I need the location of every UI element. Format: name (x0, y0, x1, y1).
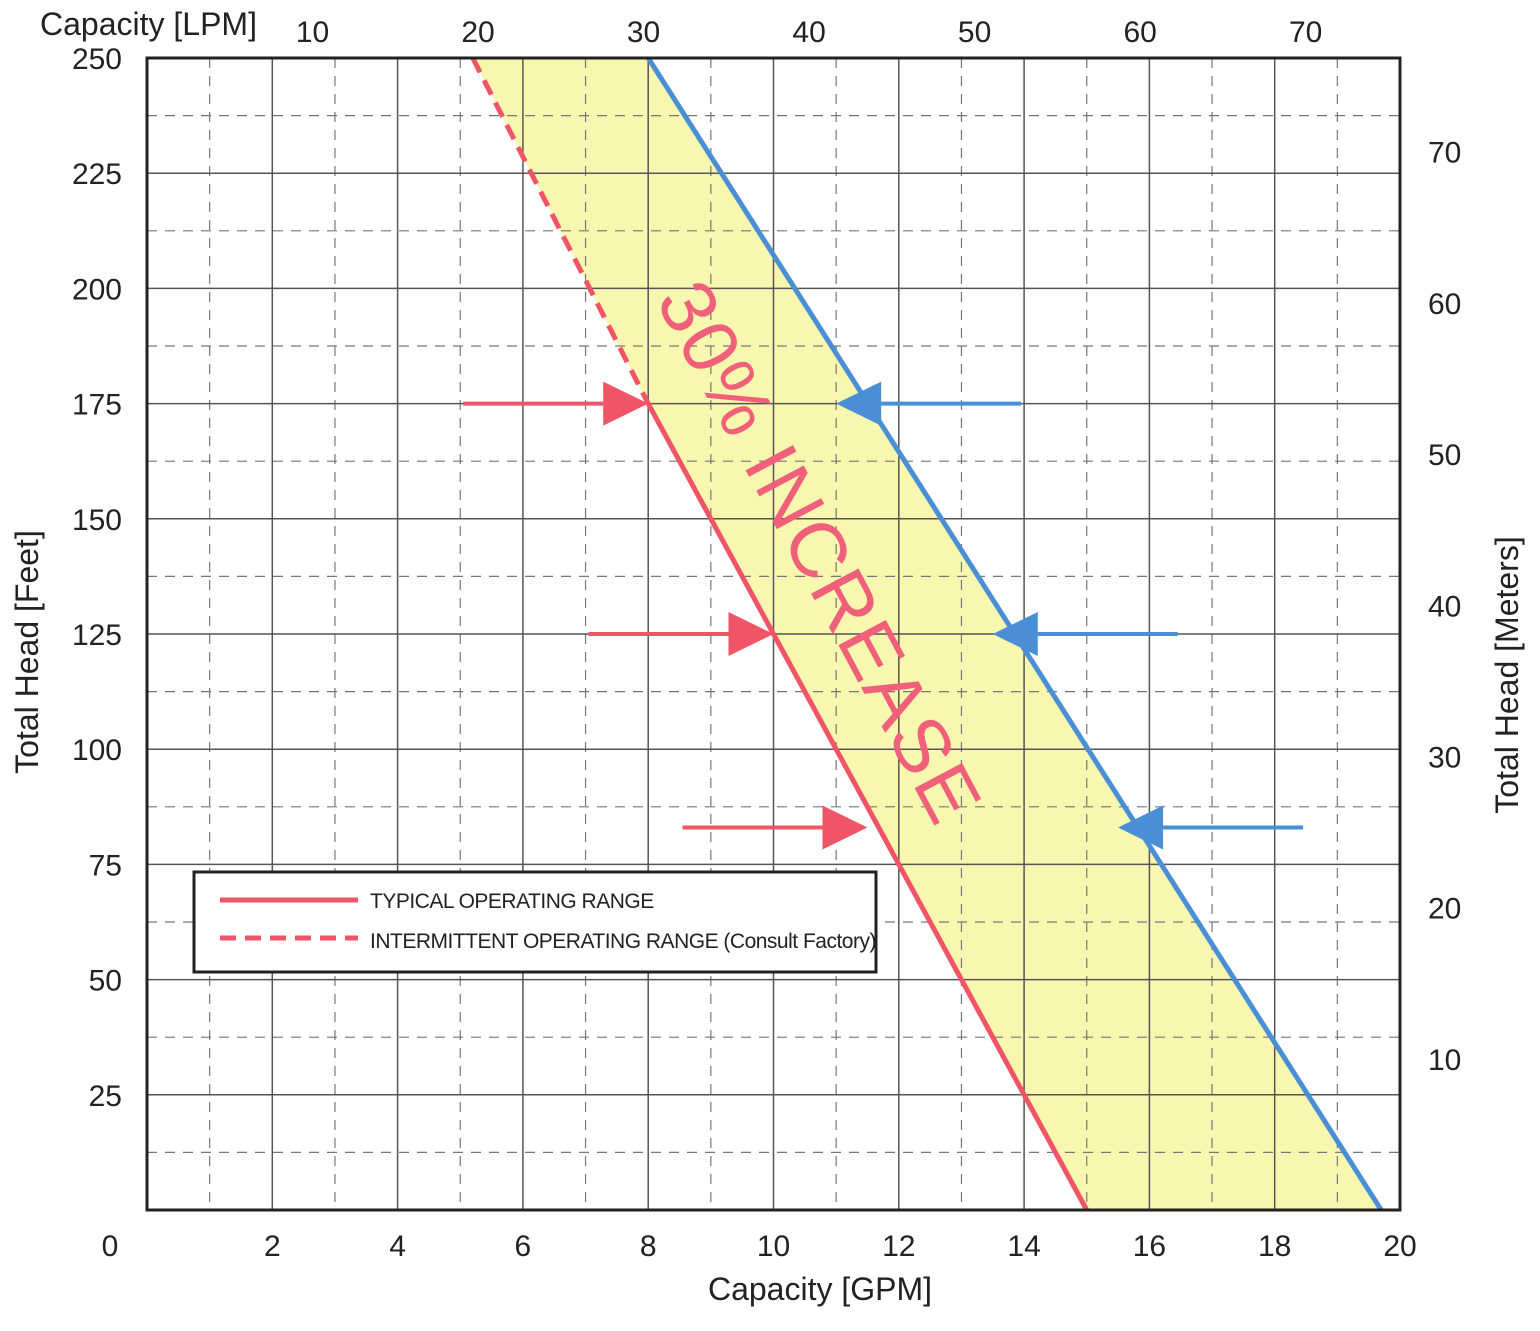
red-arrow-head (603, 381, 649, 426)
bottom-axis-title: Capacity [GPM] (708, 1271, 932, 1307)
y-right-tick-label: 60 (1428, 288, 1461, 321)
legend-label-intermittent: INTERMITTENT OPERATING RANGE (Consult Fa… (370, 930, 876, 953)
y-left-tick-label: 75 (89, 849, 122, 882)
x-bottom-tick-label: 2 (264, 1230, 281, 1263)
y-left-tick-label: 150 (72, 504, 122, 537)
right-axis-title: Total Head [Meters] (1489, 536, 1525, 813)
y-left-tick-label: 175 (72, 389, 122, 422)
x-top-tick-label: 30 (627, 16, 660, 49)
series-line-intermittent (470, 56, 651, 405)
x-bottom-tick-label: 8 (640, 1230, 657, 1263)
blue-arrow-head (992, 612, 1038, 656)
x-top-tick-label: 70 (1289, 16, 1322, 49)
x-top-tick-label: 20 (461, 16, 494, 49)
legend: TYPICAL OPERATING RANGE INTERMITTENT OPE… (192, 870, 878, 974)
y-left-tick-label: 100 (72, 734, 122, 767)
y-left-tick-label: 250 (72, 43, 122, 76)
left-axis-title: Total Head [Feet] (9, 530, 45, 774)
y-right-tick-label: 40 (1428, 590, 1461, 623)
x-top-tick-label: 10 (296, 16, 329, 49)
x-bottom-tick-label: 18 (1258, 1230, 1291, 1263)
x-bottom-tick-label: 4 (389, 1230, 406, 1263)
y-right-tick-label: 70 (1428, 137, 1461, 170)
y-left-tick-label: 50 (89, 965, 122, 998)
x-top-tick-label: 60 (1123, 16, 1156, 49)
y-right-tick-label: 50 (1428, 439, 1461, 472)
blue-arrow-head (836, 381, 882, 426)
x-bottom-tick-label: 14 (1007, 1230, 1040, 1263)
y-left-tick-label: 225 (72, 158, 122, 191)
red-arrow-head (822, 805, 868, 850)
y-right-tick-label: 30 (1428, 741, 1461, 774)
x-top-tick-label: 40 (792, 16, 825, 49)
x-bottom-tick-label: 20 (1383, 1230, 1416, 1263)
plot-frame (145, 56, 1402, 1212)
y-left-tick-label: 200 (72, 273, 122, 306)
top-axis-title: Capacity [LPM] (40, 6, 257, 42)
x-bottom-tick-label: 12 (882, 1230, 915, 1263)
x-bottom-tick-label: 0 (102, 1230, 119, 1263)
legend-box (192, 870, 878, 974)
x-bottom-tick-label: 6 (515, 1230, 532, 1263)
x-bottom-tick-label: 16 (1133, 1230, 1166, 1263)
legend-label-typical: TYPICAL OPERATING RANGE (370, 890, 654, 913)
red-arrow-head (728, 612, 774, 656)
series-line-typical (646, 402, 1089, 1212)
tick-label-layer: 0 2 4 6 8 10 12 14 16 18 20 10 20 30 40 50 60 70 25 50 75 100… (72, 16, 1461, 1263)
arrow-layer (463, 381, 1304, 850)
blue-arrow-head (1118, 805, 1164, 850)
y-right-tick-label: 10 (1428, 1044, 1461, 1077)
y-left-tick-label: 125 (72, 619, 122, 652)
x-bottom-tick-label: 10 (757, 1230, 790, 1263)
y-left-tick-label: 25 (89, 1080, 122, 1113)
y-right-tick-label: 20 (1428, 893, 1461, 926)
x-top-tick-label: 50 (958, 16, 991, 49)
